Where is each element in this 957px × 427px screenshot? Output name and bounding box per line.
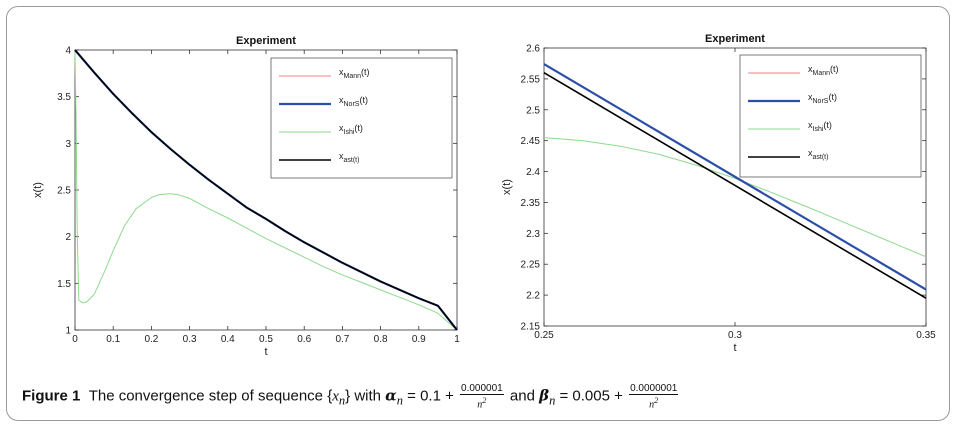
left-xtick-label: 0.2: [144, 334, 158, 345]
caption-beta-sub: n: [549, 393, 556, 408]
right-ytick-label: 2.55: [521, 74, 541, 85]
right-chart: Experiment 0.25 0.3 0.35 2.15 2.2 2.25 2.3 2.35 2…: [501, 33, 936, 354]
caption-beta-eq: = 0.005 +: [555, 387, 628, 405]
right-title: Experiment: [705, 33, 765, 45]
left-legend-name: x: [339, 123, 344, 133]
left-legend-sub: Ishi: [344, 129, 355, 136]
left-legend-entry-ast: xast(t): [339, 151, 359, 164]
right-legend-entry-mann: xMann(t): [808, 64, 839, 77]
left-legend-name: x: [339, 151, 344, 161]
left-xtick-label: 1: [454, 334, 460, 345]
left-xlabel: t: [264, 346, 267, 358]
figure-caption: Figure 1 The convergence step of sequenc…: [22, 383, 680, 410]
right-series-nors-line: [543, 63, 927, 291]
left-legend-suffix: (t): [361, 67, 370, 77]
right-legend-suffix: (t): [823, 120, 832, 130]
left-ytick-label: 2.5: [57, 186, 71, 197]
caption-beta-den: n: [649, 399, 655, 411]
left-legend-name: x: [339, 95, 344, 105]
caption-beta: β: [539, 386, 550, 405]
right-legend-sub: Mann: [813, 70, 831, 77]
left-legend-suffix: (t): [354, 123, 363, 133]
left-legend-name: x: [339, 67, 344, 77]
right-legend-suffix: (t): [830, 64, 839, 74]
left-ylabel: x(t): [32, 182, 44, 198]
caption-alpha-den: n: [477, 399, 483, 411]
caption-alpha-fraction: 0.000001 n2: [460, 383, 504, 410]
right-legend-name: x: [808, 148, 813, 158]
left-legend-box: [270, 57, 453, 179]
left-xtick-label: 0.1: [106, 334, 120, 345]
right-ylabel: x(t): [501, 179, 513, 195]
caption-alpha-eq: = 0.1 +: [402, 387, 459, 405]
right-legend-name: x: [808, 92, 813, 102]
caption-beta-num: 0.0000001: [629, 383, 679, 395]
caption-alpha-num: 0.000001: [460, 383, 504, 395]
left-xtick-label: 0.3: [183, 334, 197, 345]
left-ytick-label: 4: [65, 46, 71, 57]
right-legend-entry-nors: xNorS(t): [808, 92, 837, 105]
caption-alpha: α: [385, 386, 397, 405]
caption-text-mid: } with: [345, 387, 386, 405]
right-xtick-label: 0.35: [916, 330, 936, 341]
caption-beta-exp: 2: [654, 396, 659, 405]
right-xtick-label: 0.25: [534, 330, 554, 341]
left-legend-entry-mann: xMann(t): [339, 67, 370, 80]
right-legend-sub: NorS: [813, 98, 829, 105]
left-xtick-label: 0.9: [412, 334, 426, 345]
right-ytick-label: 2.5: [526, 105, 540, 116]
left-title: Experiment: [236, 35, 296, 47]
left-legend-sub: Mann: [344, 73, 362, 80]
left-legend-sub: ast(t): [344, 157, 360, 164]
right-legend-name: x: [808, 64, 813, 74]
caption-alpha-sub: n: [396, 393, 403, 408]
right-ytick-label: 2.6: [526, 44, 540, 55]
right-ytick-label: 2.25: [521, 260, 541, 271]
left-legend-entry-nors: xNorS(t): [339, 95, 368, 108]
left-chart: Experiment 0 0.1 0.2 0.3 0.4 0.5 0.6 0.7 0.8 0.9 1 1…: [32, 35, 460, 358]
left-ytick-label: 2: [65, 232, 71, 243]
right-legend-name: x: [808, 120, 813, 130]
left-legend-entry-ishi: xIshi(t): [339, 123, 363, 136]
left-ytick-label: 1.5: [57, 279, 71, 290]
left-xtick-label: 0.6: [297, 334, 311, 345]
right-series-ishi-line: [543, 137, 927, 258]
right-ytick-label: 2.45: [521, 136, 541, 147]
right-legend-sub: ast(t): [813, 154, 829, 161]
left-legend-suffix: (t): [359, 95, 368, 105]
left-xtick-label: 0: [72, 334, 78, 345]
right-legend-entry-ast: xast(t): [808, 148, 828, 161]
left-ytick-label: 3.5: [57, 92, 71, 103]
left-ytick-label: 3: [65, 139, 71, 150]
left-legend-sub: NorS: [344, 101, 360, 108]
left-series-ishi-line: [74, 49, 458, 331]
caption-alpha-exp: 2: [482, 396, 487, 405]
caption-beta-fraction: 0.0000001 n2: [629, 383, 679, 411]
caption-seq-sub: n: [338, 393, 346, 408]
left-series-ast-line: [74, 49, 458, 331]
right-ytick-label: 2.35: [521, 198, 541, 209]
left-xtick-label: 0.4: [221, 334, 235, 345]
right-xlabel: t: [733, 342, 736, 354]
right-ytick-label: 2.15: [521, 322, 541, 333]
left-ytick-label: 1: [65, 326, 71, 337]
left-xtick-label: 0.5: [259, 334, 273, 345]
right-series-ast-line: [543, 72, 927, 299]
left-xtick-label: 0.7: [335, 334, 349, 345]
right-ytick-label: 2.2: [526, 291, 540, 302]
right-xtick-label: 0.3: [728, 330, 742, 341]
right-legend-sub: Ishi: [813, 126, 824, 133]
right-ytick-label: 2.4: [526, 167, 540, 178]
caption-seq-var: x: [332, 388, 339, 405]
caption-text-before: The convergence step of sequence {: [88, 387, 333, 405]
caption-and: and: [505, 387, 540, 405]
right-legend-suffix: (t): [828, 92, 837, 102]
right-ytick-label: 2.3: [526, 229, 540, 240]
left-xtick-label: 0.8: [374, 334, 388, 345]
caption-label: Figure 1: [22, 387, 81, 405]
right-legend-entry-ishi: xIshi(t): [808, 120, 832, 133]
